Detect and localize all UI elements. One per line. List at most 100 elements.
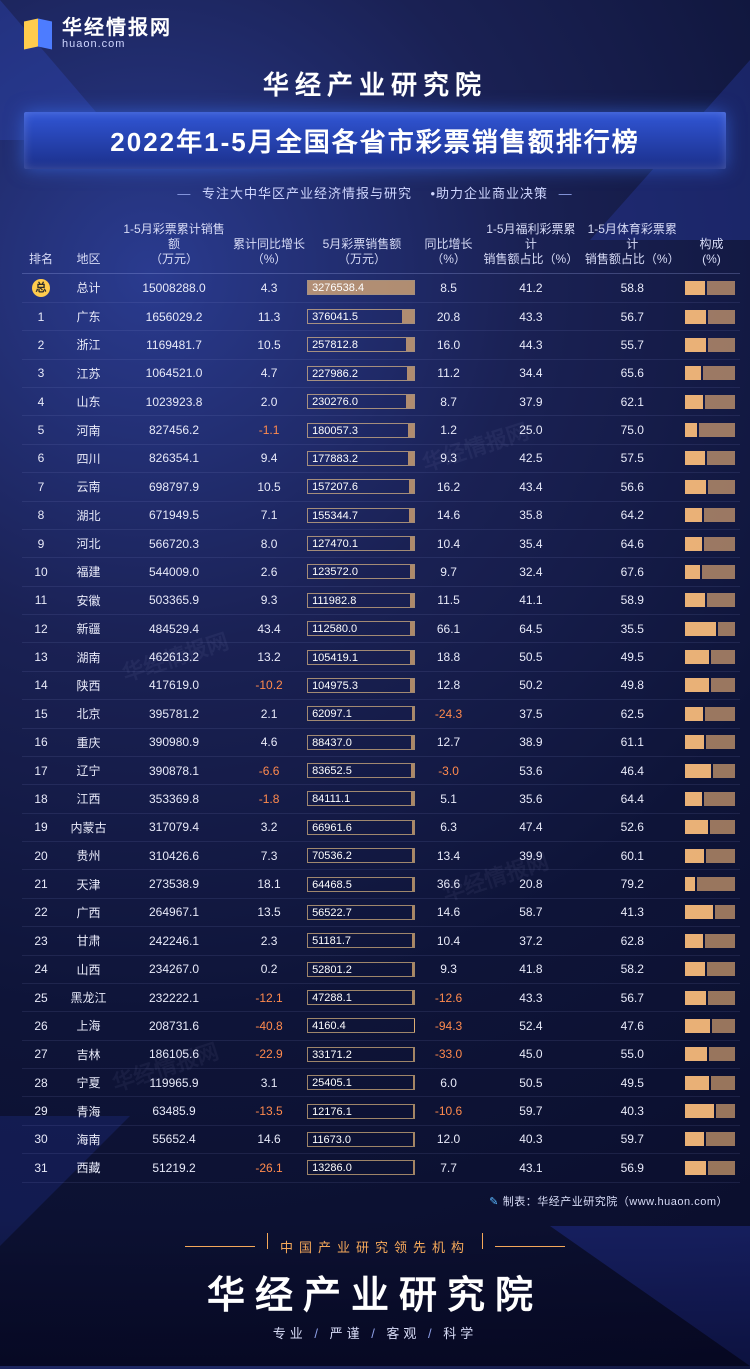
cell-rank: 16 xyxy=(22,728,60,756)
table-row: 8湖北671949.57.1155344.714.635.864.2 xyxy=(22,501,740,529)
cell-cum_yoy: -6.6 xyxy=(231,756,307,784)
cell-region: 四川 xyxy=(60,444,117,472)
cell-cum_yoy: 3.1 xyxy=(231,1069,307,1097)
cell-rank: 20 xyxy=(22,842,60,870)
col-cum_yoy: 累计同比增长（%） xyxy=(231,216,307,274)
cell-cum: 390980.9 xyxy=(117,728,231,756)
cell-may_yoy: 36.6 xyxy=(417,870,480,898)
cell-may: 4160.4 xyxy=(307,1012,417,1040)
cell-cum: 395781.2 xyxy=(117,700,231,728)
col-may: 5月彩票销售额（万元） xyxy=(307,216,417,274)
cell-may_yoy: 5.1 xyxy=(417,785,480,813)
cell-comp xyxy=(683,273,740,302)
cell-welfare: 34.4 xyxy=(480,359,581,387)
cell-cum_yoy: 2.6 xyxy=(231,558,307,586)
footer: 中国产业研究领先机构 华经产业研究院 专业严谨客观科学 xyxy=(0,1219,750,1366)
cell-may: 83652.5 xyxy=(307,756,417,784)
cell-region: 新疆 xyxy=(60,615,117,643)
logo-text: 华经情报网 huaon.com xyxy=(62,18,172,51)
cell-cum_yoy: 18.1 xyxy=(231,870,307,898)
cell-welfare: 50.5 xyxy=(480,1069,581,1097)
cell-region: 山东 xyxy=(60,388,117,416)
cell-may_yoy: 16.2 xyxy=(417,473,480,501)
cell-comp xyxy=(683,359,740,387)
cell-welfare: 50.5 xyxy=(480,643,581,671)
table-row: 3江苏1064521.04.7227986.211.234.465.6 xyxy=(22,359,740,387)
cell-comp xyxy=(683,671,740,699)
cell-cum_yoy: 9.4 xyxy=(231,444,307,472)
cell-region: 安徽 xyxy=(60,586,117,614)
cell-welfare: 43.4 xyxy=(480,473,581,501)
composition-bar xyxy=(685,820,735,834)
cell-sports: 49.5 xyxy=(582,1069,683,1097)
composition-bar xyxy=(685,764,735,778)
cell-region: 贵州 xyxy=(60,842,117,870)
cell-sports: 64.6 xyxy=(582,529,683,557)
cell-rank: 14 xyxy=(22,671,60,699)
cell-cum_yoy: 3.2 xyxy=(231,813,307,841)
cell-region: 上海 xyxy=(60,1012,117,1040)
cell-comp xyxy=(683,1069,740,1097)
col-sports: 1-5月体育彩票累计销售额占比（%） xyxy=(582,216,683,274)
cell-may: 177883.2 xyxy=(307,444,417,472)
cell-welfare: 45.0 xyxy=(480,1040,581,1068)
footer-line-text: 中国产业研究领先机构 xyxy=(280,1237,470,1256)
composition-bar xyxy=(685,565,735,579)
cell-sports: 47.6 xyxy=(582,1012,683,1040)
cell-cum: 317079.4 xyxy=(117,813,231,841)
cell-may_yoy: -24.3 xyxy=(417,700,480,728)
may-bar: 3276538.4 xyxy=(307,280,415,295)
cell-may_yoy: -10.6 xyxy=(417,1097,480,1125)
cell-welfare: 41.8 xyxy=(480,955,581,983)
may-bar: 25405.1 xyxy=(307,1075,415,1090)
cell-sports: 57.5 xyxy=(582,444,683,472)
cell-region: 江苏 xyxy=(60,359,117,387)
cell-region: 北京 xyxy=(60,700,117,728)
cell-comp xyxy=(683,473,740,501)
composition-bar xyxy=(685,395,735,409)
cell-cum: 671949.5 xyxy=(117,501,231,529)
cell-region: 陕西 xyxy=(60,671,117,699)
cell-cum_yoy: -40.8 xyxy=(231,1012,307,1040)
cell-may_yoy: 9.3 xyxy=(417,444,480,472)
cell-rank: 21 xyxy=(22,870,60,898)
table-row: 11安徽503365.99.3111982.811.541.158.9 xyxy=(22,586,740,614)
motto-item: 科学 xyxy=(443,1326,477,1341)
cell-may: 66961.6 xyxy=(307,813,417,841)
cell-sports: 35.5 xyxy=(582,615,683,643)
composition-bar xyxy=(685,650,735,664)
cell-cum: 462613.2 xyxy=(117,643,231,671)
composition-bar xyxy=(685,480,735,494)
cell-sports: 55.0 xyxy=(582,1040,683,1068)
may-bar: 123572.0 xyxy=(307,564,415,579)
cell-may_yoy: 12.7 xyxy=(417,728,480,756)
cell-cum: 826354.1 xyxy=(117,444,231,472)
footer-main: 华经产业研究院 xyxy=(0,1256,750,1323)
may-bar: 66961.6 xyxy=(307,820,415,835)
cell-region: 浙江 xyxy=(60,331,117,359)
cell-may_yoy: 10.4 xyxy=(417,529,480,557)
table-row: 10福建544009.02.6123572.09.732.467.6 xyxy=(22,558,740,586)
cell-may: 62097.1 xyxy=(307,700,417,728)
cell-region: 河北 xyxy=(60,529,117,557)
cell-sports: 56.7 xyxy=(582,983,683,1011)
cell-may_yoy: 11.5 xyxy=(417,586,480,614)
cell-sports: 62.1 xyxy=(582,388,683,416)
table-row: 12新疆484529.443.4112580.066.164.535.5 xyxy=(22,615,740,643)
cell-cum: 390878.1 xyxy=(117,756,231,784)
cell-may_yoy: -12.6 xyxy=(417,983,480,1011)
cell-welfare: 41.2 xyxy=(480,273,581,302)
cell-welfare: 43.1 xyxy=(480,1154,581,1182)
cell-cum_yoy: 9.3 xyxy=(231,586,307,614)
cell-may: 33171.2 xyxy=(307,1040,417,1068)
cell-sports: 56.6 xyxy=(582,473,683,501)
cell-comp xyxy=(683,331,740,359)
cell-cum: 119965.9 xyxy=(117,1069,231,1097)
may-bar: 64468.5 xyxy=(307,877,415,892)
composition-bar xyxy=(685,1019,735,1033)
cell-sports: 67.6 xyxy=(582,558,683,586)
cell-may: 157207.6 xyxy=(307,473,417,501)
table-row: 9河北566720.38.0127470.110.435.464.6 xyxy=(22,529,740,557)
composition-bar xyxy=(685,991,735,1005)
cell-sports: 49.5 xyxy=(582,643,683,671)
